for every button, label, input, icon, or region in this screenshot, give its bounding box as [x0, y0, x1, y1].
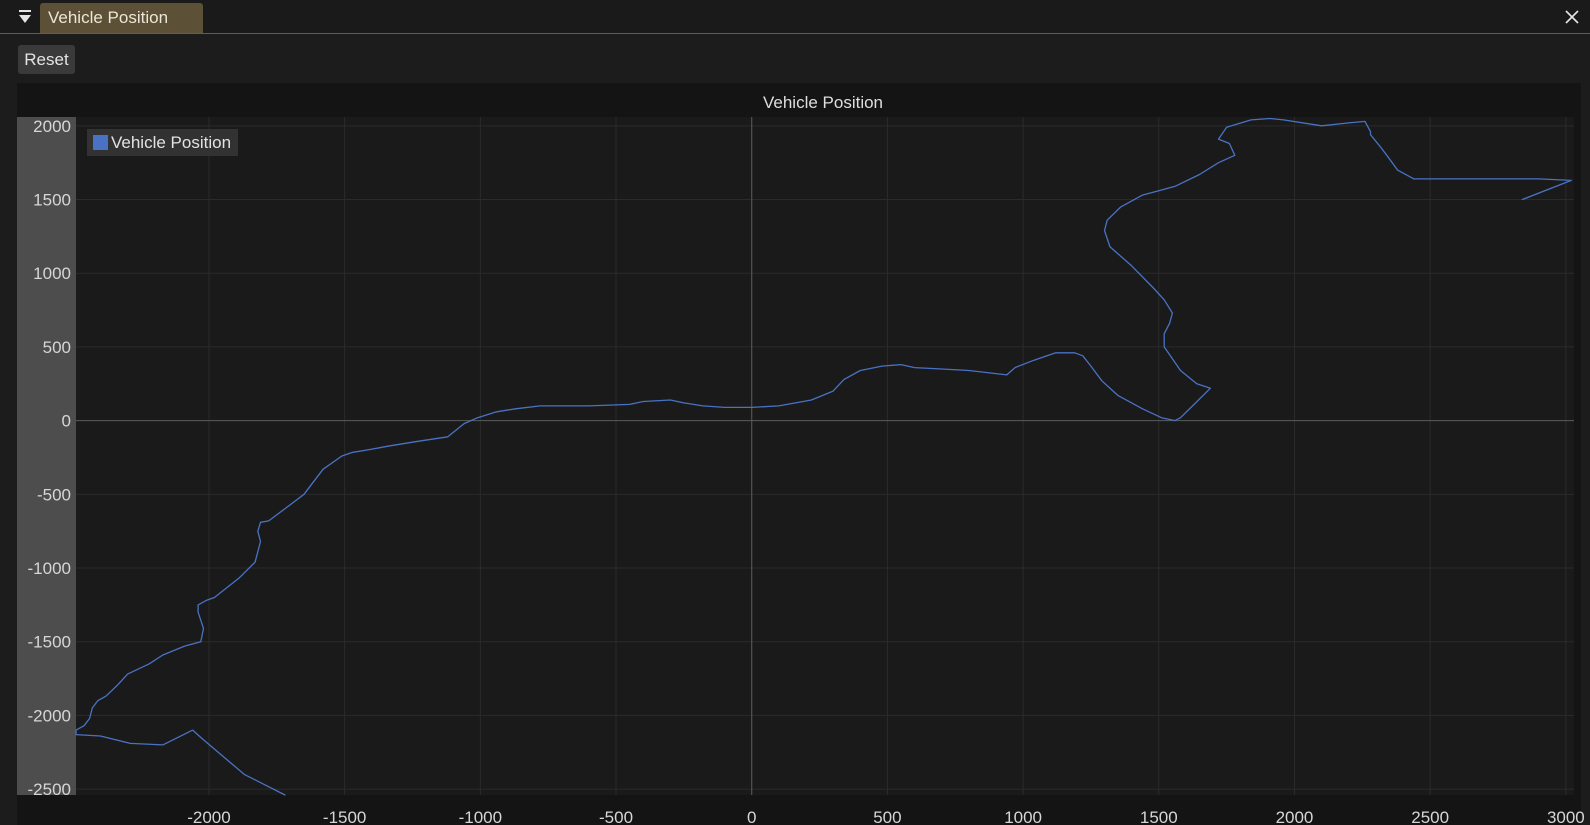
window-titlebar: Vehicle Position	[0, 0, 1590, 34]
triangle-menu-icon[interactable]	[14, 7, 36, 27]
legend-box	[87, 129, 238, 156]
x-tick-label: -500	[599, 808, 633, 825]
chart-title: Vehicle Position	[763, 93, 883, 112]
x-tick-label: 1000	[1004, 808, 1042, 825]
y-tick-label: 2000	[33, 117, 71, 136]
x-tick-label: -1500	[323, 808, 366, 825]
y-tick-label: -2500	[28, 780, 71, 799]
y-tick-label: 500	[43, 338, 71, 357]
y-axis-band	[17, 117, 76, 795]
y-tick-label: 0	[62, 412, 71, 431]
y-tick-label: 1000	[33, 264, 71, 283]
x-tick-label: 0	[747, 808, 756, 825]
y-tick-label: -500	[37, 485, 71, 504]
x-tick-label: 1500	[1140, 808, 1178, 825]
y-tick-label: 1500	[33, 191, 71, 210]
legend[interactable]: Vehicle Position	[87, 129, 238, 156]
x-tick-label: -1000	[459, 808, 502, 825]
close-icon[interactable]	[1564, 9, 1580, 25]
legend-label-vehicle-position: Vehicle Position	[111, 133, 231, 152]
series-line-vehicle-position	[75, 117, 1572, 796]
legend-swatch-vehicle-position	[93, 135, 108, 150]
x-tick-label: -2000	[187, 808, 230, 825]
y-axis-ticks: 2000 1500 1000 500 0 -500 -1000 -1500 -2000 -2500	[28, 117, 71, 799]
x-tick-label: 2000	[1276, 808, 1314, 825]
x-tick-label: 500	[873, 808, 901, 825]
tab-title: Vehicle Position	[48, 8, 169, 27]
y-tick-label: -1000	[28, 559, 71, 578]
y-tick-label: -2000	[28, 706, 71, 725]
tab-vehicle-position[interactable]: Vehicle Position	[40, 3, 203, 33]
plot-area[interactable]	[76, 117, 1574, 795]
x-tick-label: 2500	[1411, 808, 1449, 825]
reset-button[interactable]: Reset	[18, 45, 75, 74]
x-axis-ticks: -2000 -1500 -1000 -500 0 500 1000 1500 2000 2500 3…	[187, 808, 1585, 825]
series-layer	[75, 117, 1572, 796]
x-tick-label: 3000	[1547, 808, 1585, 825]
grid	[76, 117, 1574, 795]
y-tick-label: -1500	[28, 633, 71, 652]
zero-axes	[76, 117, 1574, 795]
